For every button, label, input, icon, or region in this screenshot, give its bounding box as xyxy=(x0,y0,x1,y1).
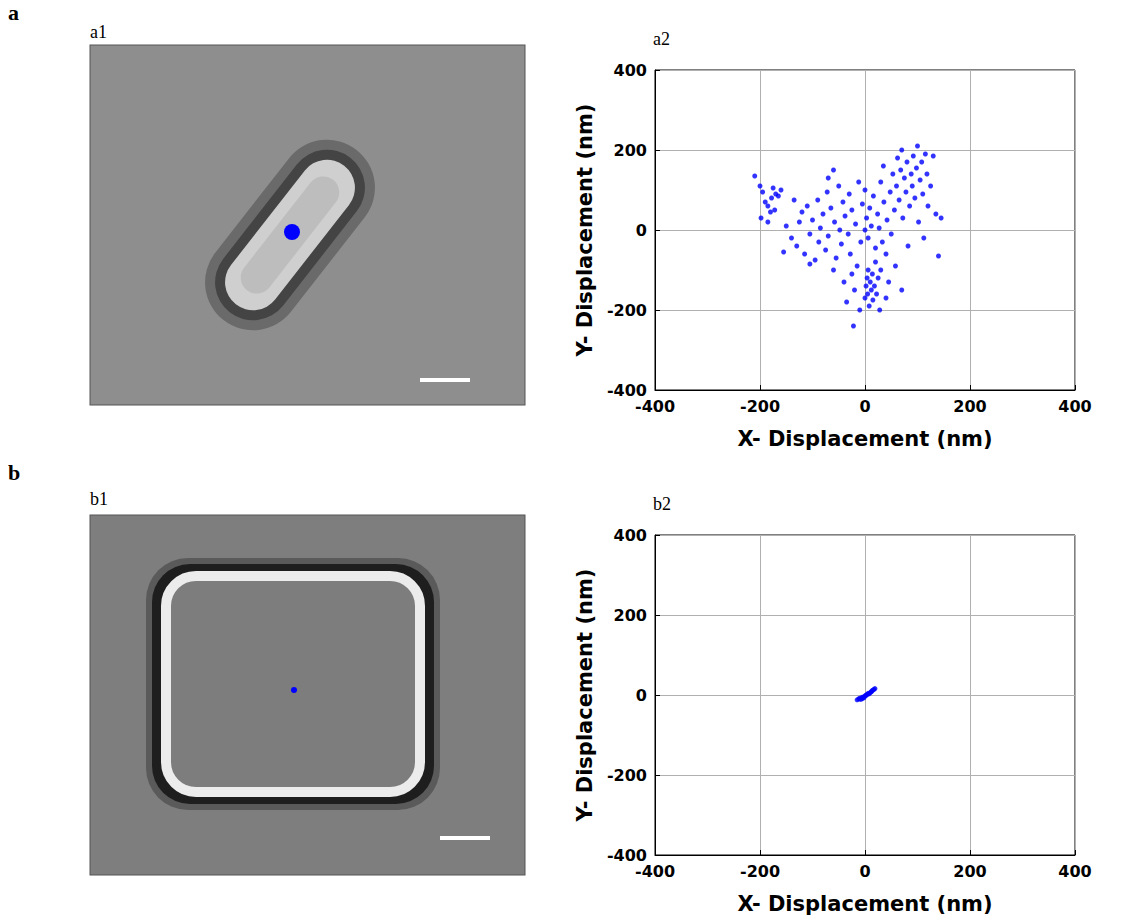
svg-text:400: 400 xyxy=(614,61,647,80)
svg-text:0: 0 xyxy=(636,221,647,240)
svg-text:-200: -200 xyxy=(607,766,647,785)
svg-text:-200: -200 xyxy=(740,862,780,881)
svg-text:-400: -400 xyxy=(635,397,675,416)
svg-text:200: 200 xyxy=(953,397,986,416)
svg-text:-400: -400 xyxy=(635,862,675,881)
svg-text:b2: b2 xyxy=(653,494,671,514)
svg-text:400: 400 xyxy=(614,526,647,545)
svg-text:a: a xyxy=(8,0,19,25)
svg-text:200: 200 xyxy=(614,141,647,160)
svg-text:200: 200 xyxy=(614,606,647,625)
svg-text:-400: -400 xyxy=(607,380,647,400)
svg-text:b: b xyxy=(8,460,20,485)
svg-text:b1: b1 xyxy=(90,489,108,509)
svg-text:200: 200 xyxy=(953,862,986,881)
svg-text:a1: a1 xyxy=(90,22,107,42)
svg-text:400: 400 xyxy=(1058,862,1091,881)
svg-text:-200: -200 xyxy=(607,301,647,320)
svg-text:Y- Displacement (nm): Y- Displacement (nm) xyxy=(573,569,597,823)
svg-text:Y- Displacement (nm): Y- Displacement (nm) xyxy=(573,104,597,358)
svg-text:a2: a2 xyxy=(653,29,670,49)
svg-text:-400: -400 xyxy=(607,845,647,865)
svg-text:-200: -200 xyxy=(740,397,780,416)
svg-text:0: 0 xyxy=(636,686,647,705)
svg-text:0: 0 xyxy=(859,397,870,416)
svg-text:400: 400 xyxy=(1058,397,1091,416)
svg-text:0: 0 xyxy=(859,862,870,881)
svg-text:X- Displacement (nm): X- Displacement (nm) xyxy=(737,892,992,916)
svg-text:X- Displacement (nm): X- Displacement (nm) xyxy=(737,427,992,451)
